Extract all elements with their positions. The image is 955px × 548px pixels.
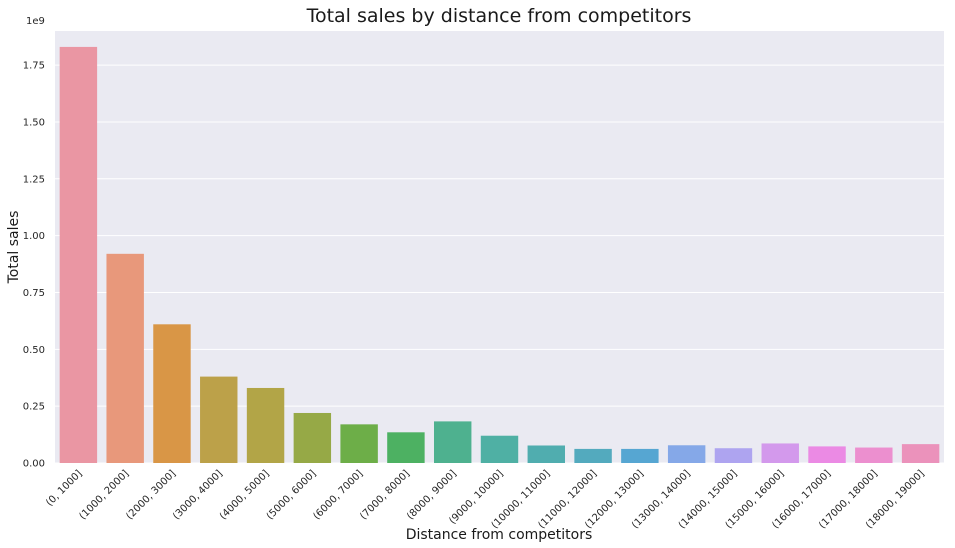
x-tick-labels: (0, 1000](1000, 2000](2000, 3000](3000, …: [44, 468, 927, 531]
y-tick-label: 0.00: [23, 459, 45, 470]
bar: [480, 435, 519, 463]
bar: [527, 445, 566, 463]
bar: [200, 376, 238, 463]
bar: [667, 445, 706, 463]
bar: [387, 432, 425, 463]
bar: [246, 387, 285, 463]
bar: [714, 448, 753, 463]
y-tick-label: 1.00: [23, 231, 45, 242]
y-tick-label: 1.25: [23, 174, 45, 185]
x-axis-label: Distance from competitors: [406, 527, 593, 543]
chart-title: Total sales by distance from competitors: [306, 5, 692, 27]
bar: [153, 324, 191, 463]
y-axis-label: Total sales: [6, 211, 22, 285]
bar: [433, 421, 472, 463]
bar: [761, 443, 799, 463]
bar: [59, 46, 98, 463]
bar: [293, 412, 332, 463]
bar: [855, 447, 893, 463]
bar: [808, 446, 846, 463]
y-tick-label: 1.75: [23, 61, 45, 72]
bar: [106, 253, 144, 463]
y-tick-label: 0.50: [23, 345, 45, 356]
y-offset-label: 1e9: [26, 16, 45, 27]
y-tick-label: 0.25: [23, 402, 45, 413]
y-tick-labels: 0.00 0.25 0.50 0.75 1.00 1.25 1.50 1.75: [23, 61, 45, 470]
x-tick-label: (0, 1000]: [44, 468, 84, 508]
bar: [621, 448, 659, 463]
bar: [901, 444, 940, 463]
y-tick-label: 0.75: [23, 288, 45, 299]
bar: [574, 448, 612, 463]
bars: [59, 46, 940, 463]
y-tick-label: 1.50: [23, 117, 45, 128]
bar: [340, 424, 378, 463]
